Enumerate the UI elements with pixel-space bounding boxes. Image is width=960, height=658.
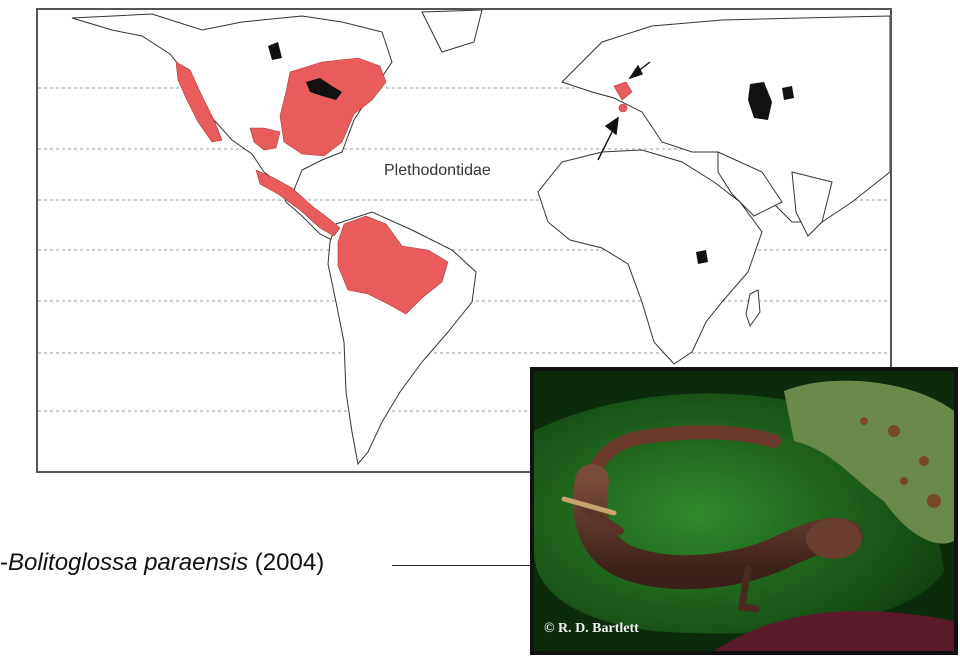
great-lakes: [306, 78, 342, 100]
hudson-bay-lakes: [268, 42, 282, 60]
range-europe: [613, 81, 633, 101]
salamander-front-leg: [737, 565, 760, 613]
salamander-head: [806, 519, 862, 559]
range-southern-rockies: [249, 127, 281, 151]
range-map: Plethodontidae: [36, 8, 892, 473]
caption-year: (2004): [248, 549, 325, 576]
range-western-north-america: [175, 61, 223, 143]
aral-sea: [782, 86, 794, 100]
dead-leaf: [784, 380, 954, 544]
salamander-photo: © R. D. Bartlett: [530, 367, 958, 655]
arrows: [597, 61, 651, 161]
salamander-tail: [585, 425, 781, 488]
caspian-sea: [748, 82, 772, 120]
species-name: Bolitoglossa paraensis: [8, 549, 249, 576]
red-leaf: [714, 611, 954, 651]
range-eastern-north-america: [279, 57, 387, 157]
caption-prefix: -: [0, 549, 8, 576]
india: [791, 171, 833, 237]
range-south-america: [337, 215, 449, 315]
leaf-spots: [860, 417, 941, 508]
arabia: [717, 151, 783, 217]
plethodontid-range: [175, 57, 633, 315]
arrow-south-head: [604, 116, 619, 136]
old-world-outline: [537, 15, 890, 365]
lake-victoria: [696, 250, 708, 264]
madagascar: [745, 289, 761, 328]
species-caption: -Bolitoglossa paraensis (2004): [0, 549, 324, 577]
twig: [561, 496, 617, 516]
salamander-rear-leg: [576, 501, 624, 535]
greenland: [421, 10, 483, 53]
americas-outline: [71, 10, 483, 466]
range-sardinia: [618, 103, 628, 113]
world-map: [38, 10, 890, 466]
arrow-north-head: [628, 64, 643, 80]
range-mexico-central-america: [255, 169, 341, 237]
leader-line: [392, 565, 530, 566]
photo-illustration: [534, 371, 954, 651]
photo-credit: © R. D. Bartlett: [544, 621, 639, 636]
africa: [537, 149, 763, 365]
map-label: Plethodontidae: [384, 162, 491, 179]
water-bodies: [268, 42, 794, 264]
